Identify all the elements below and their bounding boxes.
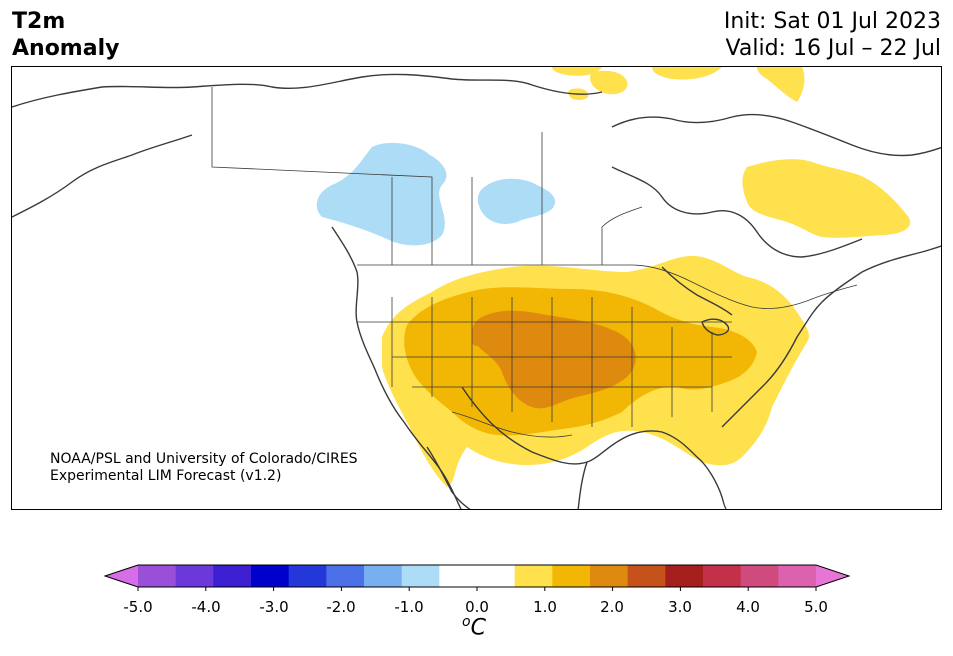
colorbar-tick: 3.0 bbox=[668, 598, 692, 616]
colorbar-tick: -1.0 bbox=[394, 598, 424, 616]
colorbar-segment bbox=[477, 565, 516, 587]
credit-line-2: Experimental LIM Forecast (v1.2) bbox=[50, 468, 282, 484]
init-date: Init: Sat 01 Jul 2023 bbox=[723, 9, 941, 34]
border-group bbox=[211, 87, 858, 438]
cool-anomaly-central-canada bbox=[477, 178, 556, 224]
colorbar-segment bbox=[703, 565, 742, 587]
colorbar-tick: 0.0 bbox=[465, 598, 489, 616]
colorbar-segment bbox=[401, 565, 440, 587]
warm-anomaly-small-spot bbox=[472, 334, 482, 346]
colorbar-segment bbox=[778, 565, 817, 587]
warm-anomaly-quebec bbox=[742, 159, 911, 238]
colorbar-segment bbox=[288, 565, 327, 587]
colorbar-segment bbox=[213, 565, 252, 587]
colorbar-segment bbox=[665, 565, 704, 587]
warm-anomaly-arctic-5 bbox=[757, 67, 805, 102]
colorbar-tick: 1.0 bbox=[533, 598, 557, 616]
warm-anomaly-arctic-2 bbox=[590, 70, 628, 95]
colorbar-tick: -3.0 bbox=[259, 598, 289, 616]
warm-anomaly-us-core bbox=[472, 310, 636, 409]
warm-anomaly-arctic-4 bbox=[652, 67, 722, 80]
colorbar-tick: 2.0 bbox=[600, 598, 624, 616]
colorbar-segment bbox=[590, 565, 629, 587]
colorbar-segment bbox=[439, 565, 478, 587]
date-info: Init: Sat 01 Jul 2023 Valid: 16 Jul – 22… bbox=[724, 8, 941, 62]
colorbar-tick: 4.0 bbox=[736, 598, 760, 616]
coastline-group bbox=[12, 73, 941, 509]
colorbar-segment bbox=[364, 565, 403, 587]
colorbar-tick: -5.0 bbox=[123, 598, 153, 616]
colorbar-segment bbox=[175, 565, 214, 587]
warm-anomaly-arctic-1 bbox=[552, 67, 602, 76]
colorbar-unit: oC bbox=[462, 614, 486, 640]
colorbar-extend-high bbox=[816, 565, 849, 587]
colorbar-segment bbox=[740, 565, 779, 587]
valid-date: Valid: 16 Jul – 22 Jul bbox=[725, 36, 941, 61]
colorbar-segment bbox=[514, 565, 553, 587]
colorbar-segment bbox=[552, 565, 591, 587]
unit-letter: C bbox=[470, 615, 486, 641]
cool-anomaly-west-canada bbox=[316, 142, 447, 246]
colorbar-tick: 5.0 bbox=[804, 598, 828, 616]
colorbar-segment bbox=[138, 565, 177, 587]
credit-line-1: NOAA/PSL and University of Colorado/CIRE… bbox=[50, 451, 358, 467]
colorbar-segment bbox=[627, 565, 666, 587]
colorbar-segment bbox=[251, 565, 290, 587]
credit-note: NOAA/PSL and University of Colorado/CIRE… bbox=[50, 451, 358, 485]
colorbar-segment bbox=[326, 565, 365, 587]
colorbar-extend-low bbox=[105, 565, 138, 587]
anomaly-map bbox=[12, 67, 941, 509]
title-line-1: T2m bbox=[12, 9, 66, 34]
title-line-2: Anomaly bbox=[12, 36, 120, 61]
map-panel: NOAA/PSL and University of Colorado/CIRE… bbox=[11, 66, 942, 510]
colorbar-tick: -2.0 bbox=[326, 598, 356, 616]
unit-degree: o bbox=[462, 614, 471, 630]
map-title: T2m Anomaly bbox=[12, 8, 119, 62]
colorbar-tick: -4.0 bbox=[191, 598, 221, 616]
